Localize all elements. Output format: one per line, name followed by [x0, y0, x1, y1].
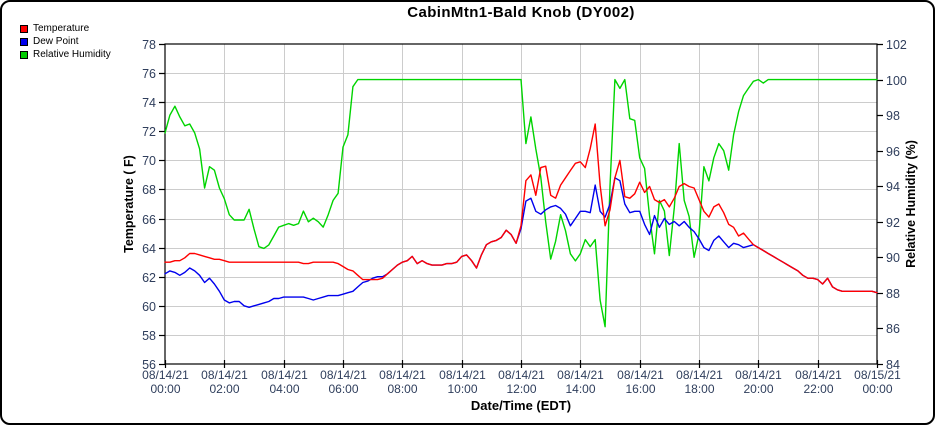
- y-left-tick-label: 66: [142, 213, 156, 227]
- y-left-tick-label: 78: [142, 38, 156, 52]
- x-tick-label-date: 08/14/21: [261, 368, 308, 382]
- y-right-tick-label: 92: [886, 216, 900, 230]
- legend-label-temperature: Temperature: [33, 23, 90, 34]
- legend: Temperature Dew Point Relative Humidity: [20, 22, 111, 61]
- legend-label-dew-point: Dew Point: [33, 36, 79, 47]
- x-tick-label-date: 08/15/21: [854, 368, 901, 382]
- y-left-tick-label: 68: [142, 183, 156, 197]
- x-tick-label-date: 08/14/21: [617, 368, 664, 382]
- x-tick-label-time: 06:00: [328, 382, 358, 396]
- y-right-tick-label: 84: [886, 358, 900, 372]
- legend-item-dew-point: Dew Point: [20, 35, 111, 48]
- y-left-tick-label: 64: [142, 242, 156, 256]
- y-left-tick-label: 72: [142, 125, 156, 139]
- x-tick-label-time: 22:00: [803, 382, 833, 396]
- legend-item-relative-humidity: Relative Humidity: [20, 48, 111, 61]
- x-tick-label-time: 14:00: [565, 382, 595, 396]
- x-tick-label-date: 08/14/21: [498, 368, 545, 382]
- x-tick-label-date: 08/14/21: [142, 368, 189, 382]
- x-tick-label-time: 08:00: [387, 382, 417, 396]
- legend-item-temperature: Temperature: [20, 22, 111, 35]
- series-line-temperature: [164, 123, 878, 294]
- x-tick-label-time: 00:00: [150, 382, 180, 396]
- x-tick-label-date: 08/14/21: [201, 368, 248, 382]
- y-right-tick-label: 90: [886, 251, 900, 265]
- x-tick-label-date: 08/14/21: [795, 368, 842, 382]
- y-left-tick-label: 70: [142, 154, 156, 168]
- series-line-relative-humidity: [164, 78, 878, 328]
- y-left-tick-label: 56: [142, 358, 156, 372]
- legend-label-relative-humidity: Relative Humidity: [33, 49, 111, 60]
- y-right-tick-label: 98: [886, 109, 900, 123]
- y-left-tick-label: 76: [142, 67, 156, 81]
- x-tick-label-time: 00:00: [862, 382, 892, 396]
- y-right-tick-label: 102: [886, 38, 907, 52]
- x-tick-label-date: 08/14/21: [379, 368, 426, 382]
- x-tick-label-date: 08/14/21: [676, 368, 723, 382]
- y-axis-right-label: Relative Humidity (%): [904, 140, 918, 268]
- chart-title: CabinMtn1-Bald Knob (DY002): [407, 4, 635, 21]
- legend-swatch-temperature: [20, 24, 28, 33]
- y-left-tick-label: 60: [142, 300, 156, 314]
- x-tick-label-time: 18:00: [684, 382, 714, 396]
- y-right-tick-label: 100: [886, 74, 907, 88]
- y-left-tick-label: 62: [142, 271, 156, 285]
- x-tick-label-time: 12:00: [506, 382, 536, 396]
- legend-swatch-relative-humidity: [20, 50, 28, 59]
- x-tick-label-date: 08/14/21: [439, 368, 486, 382]
- x-tick-label-time: 10:00: [447, 382, 477, 396]
- x-tick-label-time: 16:00: [625, 382, 655, 396]
- y-right-tick-label: 94: [886, 180, 900, 194]
- x-tick-label-date: 08/14/21: [320, 368, 367, 382]
- y-left-tick-label: 74: [142, 96, 156, 110]
- x-axis-label: Date/Time (EDT): [470, 398, 572, 413]
- x-tick-label-time: 20:00: [743, 382, 773, 396]
- x-tick-label-time: 02:00: [209, 382, 239, 396]
- x-tick-label-date: 08/14/21: [735, 368, 782, 382]
- y-right-tick-label: 86: [886, 322, 900, 336]
- y-right-tick-label: 88: [886, 287, 900, 301]
- x-tick-label-date: 08/14/21: [557, 368, 604, 382]
- y-left-tick-label: 58: [142, 329, 156, 343]
- y-right-tick-label: 96: [886, 145, 900, 159]
- legend-swatch-dew-point: [20, 37, 28, 46]
- x-tick-label-time: 04:00: [269, 382, 299, 396]
- y-axis-left-label: Temperature ( F): [122, 155, 136, 253]
